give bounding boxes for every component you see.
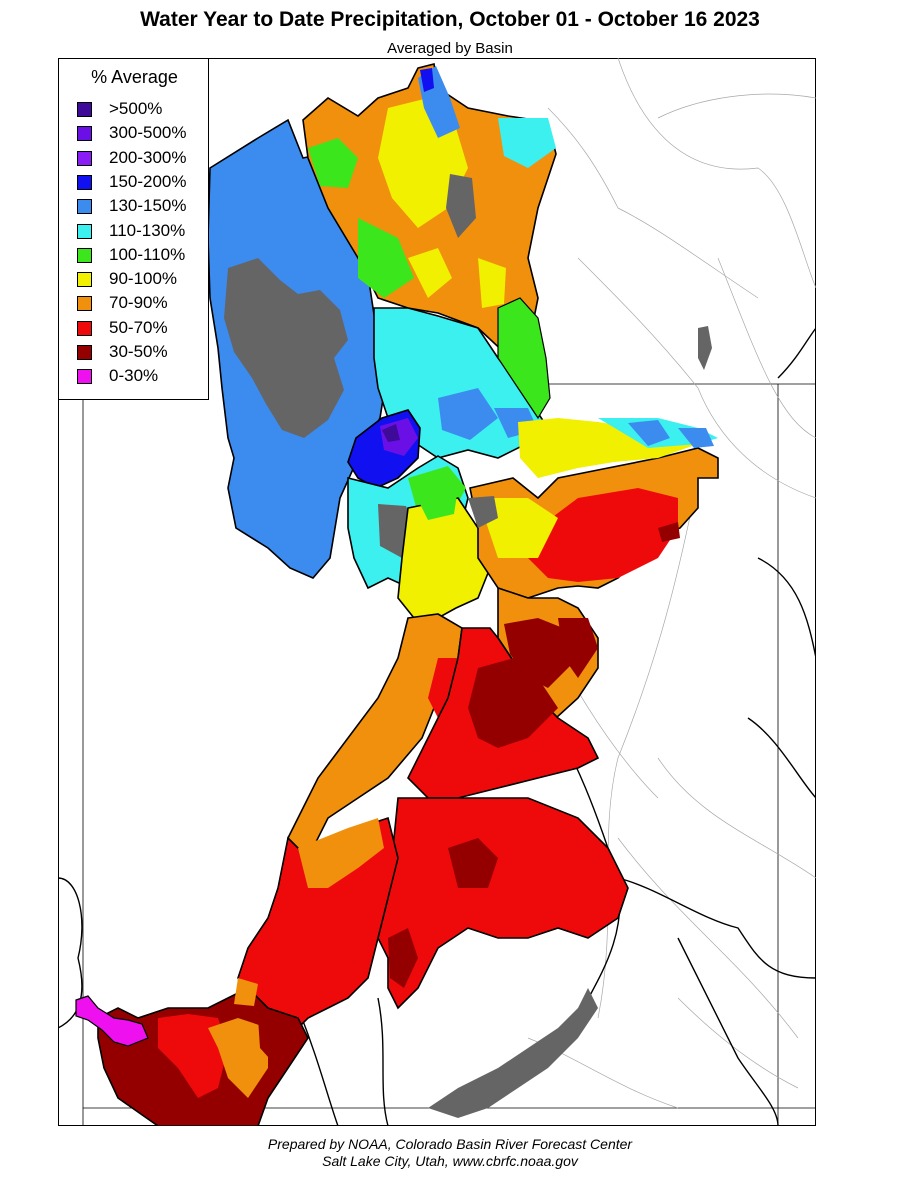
legend-label: 150-200%: [109, 171, 187, 191]
legend-swatch: [77, 223, 92, 239]
legend-swatch: [77, 345, 92, 360]
lake-powell: [428, 988, 598, 1118]
legend-label: 50-70%: [109, 317, 168, 337]
legend-swatch: [77, 199, 92, 215]
legend-swatch: [77, 296, 92, 312]
basin-bear-east: [497, 297, 551, 420]
legend-swatch: [77, 126, 92, 142]
legend-swatch: [77, 320, 92, 336]
map-title: Water Year to Date Precipitation, Octobe…: [140, 8, 760, 31]
legend-label: 110-130%: [109, 220, 186, 240]
legend-label: 100-110%: [109, 244, 186, 264]
legend-label: >500%: [109, 99, 163, 118]
footer-location: Salt Lake City, Utah, www.cbrfc.noaa.gov: [322, 1153, 578, 1169]
legend-label: 70-90%: [109, 293, 168, 313]
legend-label: 0-30%: [109, 366, 159, 386]
basin-san-rafael: [377, 797, 629, 1010]
flaming-gorge: [698, 326, 712, 370]
legend-label: 130-150%: [109, 196, 187, 216]
legend-swatch: [77, 174, 92, 190]
footer-credit: Prepared by NOAA, Colorado Basin River F…: [267, 1136, 633, 1152]
great-salt-lake: [224, 258, 348, 438]
legend-label: 30-50%: [109, 342, 168, 361]
map-subtitle: Averaged by Basin: [387, 40, 513, 57]
legend-swatch: [77, 369, 92, 385]
legend-swatch: [77, 150, 92, 166]
basin-0-30-patch: [75, 995, 149, 1047]
legend-title: % Average: [91, 67, 178, 87]
legend: % Average >500% 300-500% 200-300% 150-200% 1…: [58, 58, 209, 400]
basin-provo: [397, 497, 491, 619]
legend-swatch: [77, 247, 92, 263]
legend-label: 200-300%: [109, 147, 187, 167]
legend-label: 90-100%: [109, 269, 178, 289]
precipitation-map: [58, 58, 816, 1126]
legend-label: 300-500%: [109, 123, 187, 143]
legend-swatch: [77, 102, 92, 117]
legend-swatch: [77, 272, 92, 288]
